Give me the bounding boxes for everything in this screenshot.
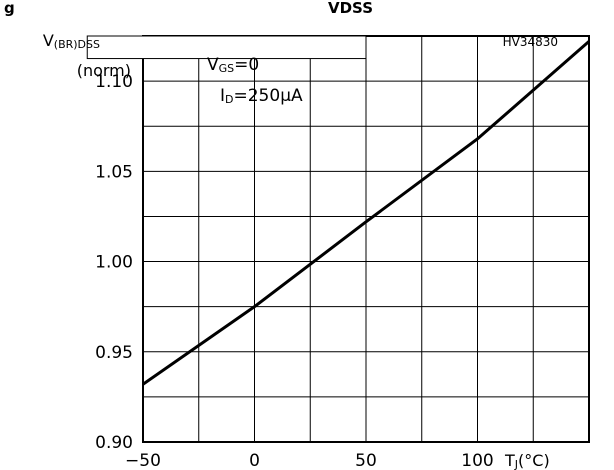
svg-text:VGS=0: VGS=0 bbox=[207, 55, 259, 75]
y-tick-label: 0.90 bbox=[95, 433, 133, 453]
grid bbox=[86, 35, 590, 443]
figure-id: HV34830 bbox=[503, 35, 558, 49]
partial-title: g VDSS bbox=[4, 0, 373, 17]
x-axis-title-sub: J bbox=[514, 458, 518, 470]
x-axis-title: TJ(°C) bbox=[504, 451, 550, 470]
y-tick-label: 1.10 bbox=[95, 72, 133, 92]
y-tick-label: 1.00 bbox=[95, 253, 133, 273]
y-axis-title-main: V bbox=[43, 31, 54, 50]
y-tick-label: 1.05 bbox=[95, 162, 133, 182]
x-tick-label: 0 bbox=[249, 451, 260, 470]
title-fragment-sub: VDSS bbox=[328, 0, 373, 17]
x-tick-label: −50 bbox=[125, 451, 161, 470]
conditions-box bbox=[86, 35, 367, 60]
chart-labels: HV34830 V(BR)DSS (norm) VGS=0 ID=250μA T… bbox=[43, 31, 558, 470]
svg-text:V(BR)DSS: V(BR)DSS bbox=[43, 31, 100, 51]
conditions-annotation: VGS=0 ID=250μA bbox=[207, 55, 303, 106]
x-tick-label: 50 bbox=[355, 451, 377, 470]
y-axis-title-sub: (BR)DSS bbox=[54, 38, 100, 51]
y-tick-label: 0.95 bbox=[95, 343, 133, 363]
y-axis-title: V(BR)DSS (norm) bbox=[43, 31, 131, 80]
x-tick-label: 100 bbox=[461, 451, 493, 470]
condition-id-main: I bbox=[220, 86, 225, 106]
title-fragment-left: g bbox=[4, 0, 15, 17]
condition-vgs-sub: GS bbox=[219, 62, 235, 75]
y-axis-title-unit: (norm) bbox=[77, 61, 131, 80]
condition-vgs-main: V bbox=[207, 55, 219, 75]
svg-text:ID=250μA: ID=250μA bbox=[220, 86, 303, 106]
x-axis-title-unit: (°C) bbox=[518, 451, 550, 470]
chart-marks bbox=[142, 40, 590, 386]
condition-id-rest: =250μA bbox=[234, 86, 304, 106]
series-line bbox=[142, 40, 590, 386]
x-axis-title-main: T bbox=[504, 451, 515, 470]
condition-vgs-rest: =0 bbox=[234, 55, 259, 75]
condition-id-sub: D bbox=[225, 93, 233, 106]
svg-text:TJ(°C): TJ(°C) bbox=[504, 451, 550, 470]
